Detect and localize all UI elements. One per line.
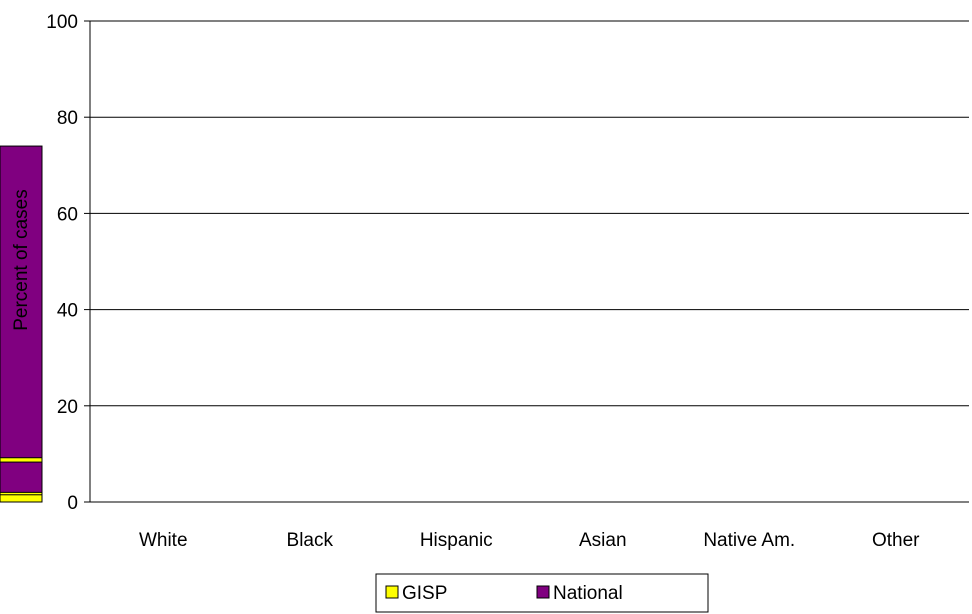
y-tick-label: 0 <box>67 493 78 514</box>
bar-gisp-5 <box>0 494 43 503</box>
x-axis-tick-labels: White Black Hispanic Asian Native Am. Other <box>139 530 920 551</box>
legend-label-gisp: GISP <box>402 583 447 604</box>
y-tick-label: 60 <box>57 204 78 225</box>
x-tick-label: White <box>139 530 188 551</box>
y-tick-label: 40 <box>57 301 78 322</box>
x-tick-label: Other <box>872 530 920 551</box>
x-tick-label: Black <box>287 530 334 551</box>
legend-swatch-gisp <box>385 585 399 599</box>
x-tick-label: Hispanic <box>420 530 493 551</box>
y-tick-label: 100 <box>46 12 78 33</box>
bar-national-1 <box>0 145 43 503</box>
y-tick-label: 20 <box>57 397 78 418</box>
y-axis-label: Percent of cases <box>11 189 32 331</box>
y-axis-ticks: 0 20 40 60 80 100 <box>46 12 90 514</box>
x-tick-label: Native Am. <box>703 530 795 551</box>
bars <box>0 145 43 503</box>
gridlines <box>90 20 969 503</box>
legend-swatch-national <box>536 585 550 599</box>
legend-label-national: National <box>553 583 623 604</box>
legend: GISP National <box>375 573 709 613</box>
y-tick-label: 80 <box>57 108 78 129</box>
x-tick-label: Asian <box>579 530 627 551</box>
